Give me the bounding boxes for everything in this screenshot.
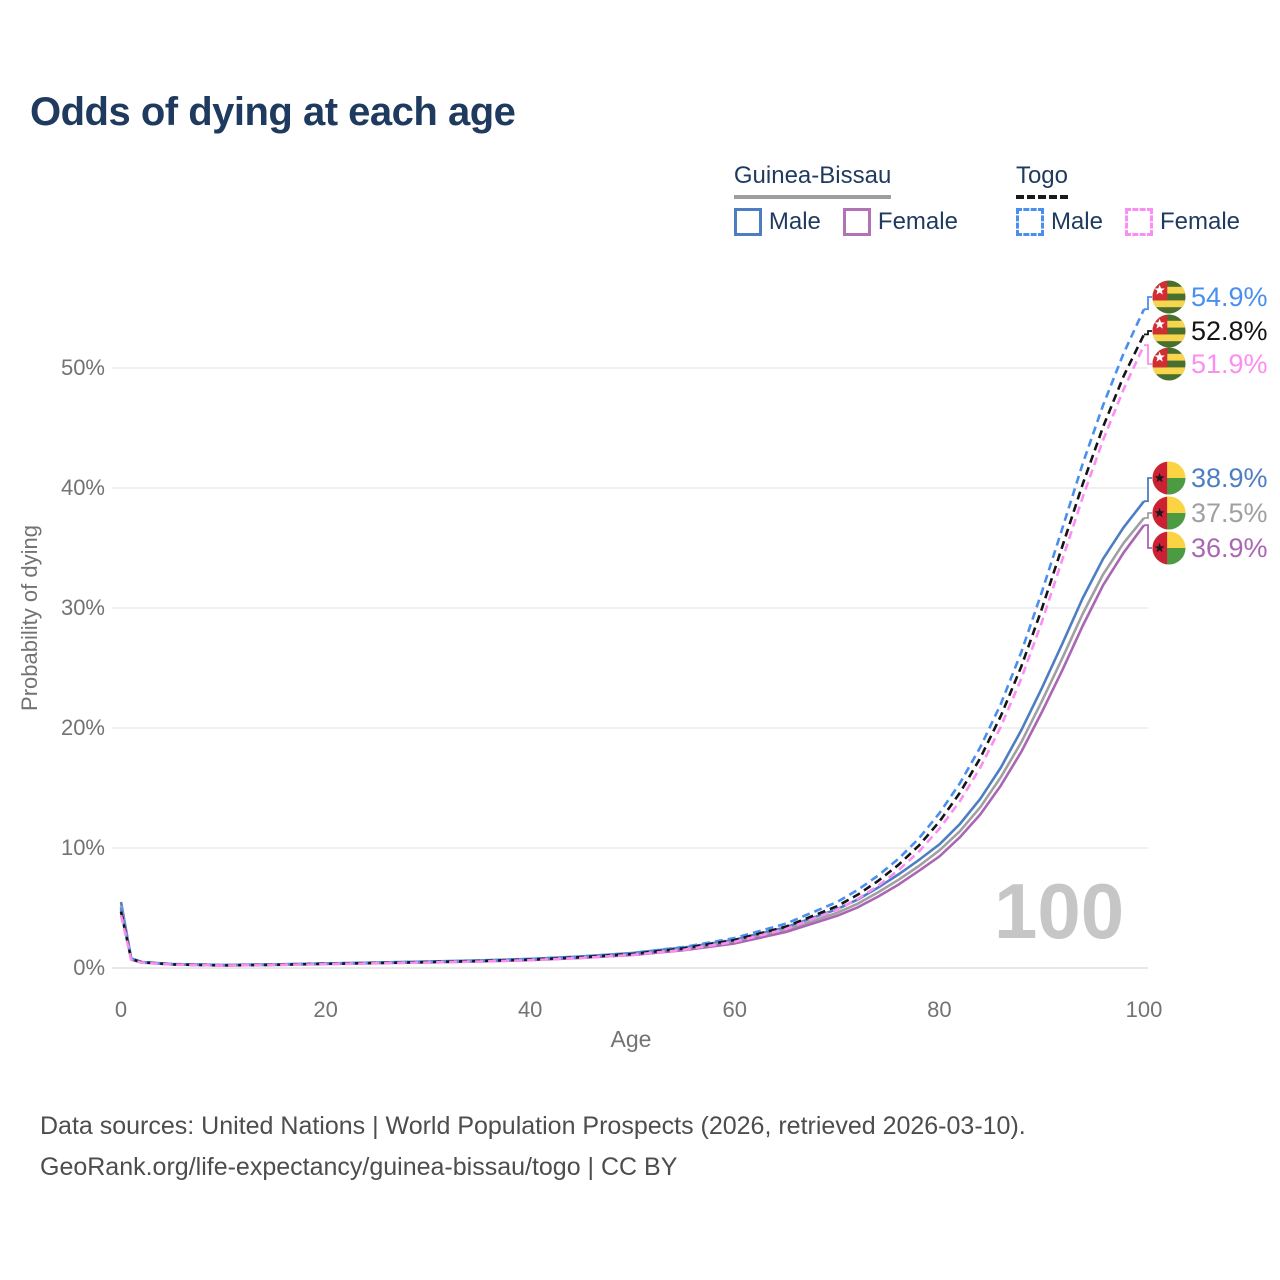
- footer: Data sources: United Nations | World Pop…: [40, 1106, 1026, 1188]
- legend-items-guinea-bissau: Male Female: [733, 208, 958, 236]
- legend-country-guinea-bissau[interactable]: Guinea-Bissau: [733, 162, 892, 199]
- end-label-togo-male: 54.9%: [1152, 280, 1268, 314]
- series-line-guinea-bissau-male: [119, 500, 1146, 967]
- age-counter-watermark: 100: [994, 867, 1125, 955]
- guinea-bissau-flag-icon: [1152, 496, 1186, 530]
- series-line-togo-both-sexes: [119, 333, 1146, 967]
- end-label-leader: [1144, 330, 1152, 336]
- legend-group-guinea-bissau: Guinea-Bissau Male Female: [733, 162, 958, 236]
- legend-swatch-guinea-bissau-female: [842, 208, 871, 236]
- legend-group-togo: Togo Male Female: [1015, 162, 1240, 236]
- x-tick-0: 0: [114, 997, 128, 1022]
- end-label-value: 36.9%: [1191, 532, 1268, 563]
- x-tick-40: 40: [517, 997, 543, 1022]
- y-tick-40: 40%: [60, 475, 105, 500]
- x-tick-20: 20: [313, 997, 338, 1022]
- legend-item-togo-male[interactable]: Male: [1015, 208, 1103, 236]
- end-label-value: 54.9%: [1191, 281, 1268, 312]
- legend-item-guinea-bissau-female[interactable]: Female: [842, 208, 958, 236]
- y-tick-10: 10%: [60, 835, 105, 860]
- end-label-leader: [1144, 524, 1152, 549]
- x-tick-100: 100: [1125, 997, 1163, 1022]
- legend-items-togo: Male Female: [1015, 208, 1240, 236]
- legend: Guinea-Bissau Male Female Togo Male Female: [733, 162, 1240, 236]
- legend-item-togo-female[interactable]: Female: [1124, 208, 1240, 236]
- end-label-leader: [1144, 477, 1152, 503]
- page-title: Odds of dying at each age: [30, 90, 516, 134]
- x-tick-60: 60: [722, 997, 748, 1022]
- togo-flag-icon: [1152, 280, 1186, 314]
- end-label-togo-both-sexes: 52.8%: [1152, 314, 1268, 348]
- y-tick-30: 30%: [60, 595, 105, 620]
- end-label-leader: [1144, 296, 1152, 311]
- series-line-togo-female: [119, 344, 1146, 967]
- y-axis-title: Probability of dying: [17, 525, 42, 711]
- end-label-guinea-bissau-both-sexes: 37.5%: [1152, 496, 1268, 530]
- togo-flag-icon: [1152, 347, 1186, 381]
- end-label-guinea-bissau-male: 38.9%: [1152, 461, 1268, 495]
- y-tick-50: 50%: [60, 355, 105, 380]
- guinea-bissau-flag-icon: [1152, 461, 1186, 495]
- x-tick-80: 80: [927, 997, 952, 1022]
- series-line-togo-male: [119, 308, 1146, 967]
- x-axis-title: Age: [610, 1026, 652, 1052]
- end-label-value: 51.9%: [1191, 348, 1268, 379]
- legend-item-guinea-bissau-male[interactable]: Male: [733, 208, 821, 236]
- footer-data-sources: Data sources: United Nations | World Pop…: [40, 1112, 1026, 1140]
- legend-label: Male: [1050, 208, 1103, 235]
- end-label-leader: [1144, 344, 1152, 365]
- end-label-value: 38.9%: [1191, 462, 1268, 493]
- end-label-value: 37.5%: [1191, 497, 1268, 528]
- legend-swatch-guinea-bissau-male: [733, 208, 762, 236]
- togo-flag-icon: [1152, 314, 1186, 348]
- series-line-guinea-bissau-female: [119, 524, 1146, 967]
- guinea-bissau-flag-icon: [1152, 531, 1186, 565]
- legend-label: Female: [877, 208, 958, 235]
- legend-label: Female: [1159, 208, 1240, 235]
- legend-swatch-togo-male: [1015, 208, 1044, 236]
- legend-country-togo[interactable]: Togo: [1015, 162, 1068, 199]
- end-label-togo-female: 51.9%: [1152, 347, 1268, 381]
- y-tick-0: 0%: [73, 955, 105, 980]
- y-tick-20: 20%: [60, 715, 105, 740]
- legend-label: Male: [768, 208, 821, 235]
- end-label-guinea-bissau-female: 36.9%: [1152, 531, 1268, 565]
- end-label-leader: [1144, 512, 1152, 519]
- footer-attribution: GeoRank.org/life-expectancy/guinea-bissa…: [40, 1153, 678, 1181]
- legend-swatch-togo-female: [1124, 208, 1153, 236]
- end-label-value: 52.8%: [1191, 315, 1268, 346]
- series-line-guinea-bissau-both-sexes: [119, 517, 1146, 967]
